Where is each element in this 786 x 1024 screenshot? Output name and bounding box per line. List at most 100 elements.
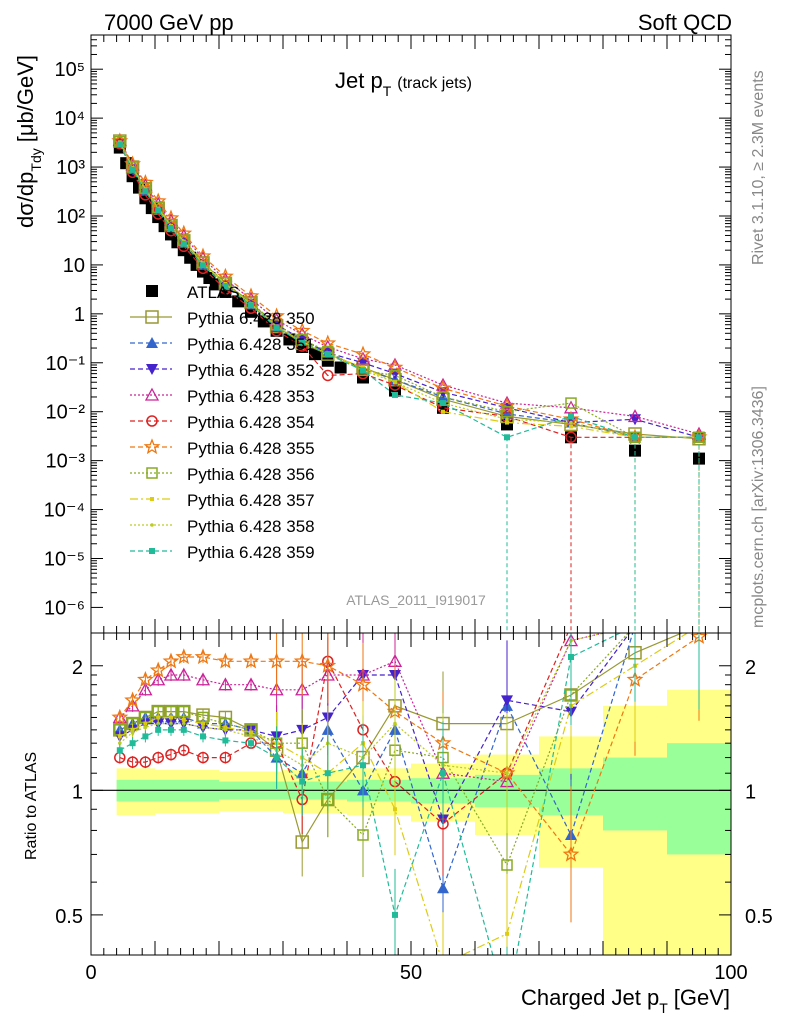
legend-label: Pythia 6.428 351 <box>187 335 315 354</box>
data-point <box>505 420 509 425</box>
ratio-point <box>195 672 211 686</box>
ratio-point <box>201 725 205 730</box>
ratio-point <box>501 859 513 871</box>
data-point <box>435 377 451 391</box>
data-point <box>334 361 347 374</box>
plot-title: Jet pT (track jets) <box>335 68 472 99</box>
legend-label: Pythia 6.428 355 <box>187 439 315 458</box>
ratio-point <box>168 726 174 733</box>
ratio-point <box>152 751 164 764</box>
ratio-point <box>176 667 191 681</box>
legend-entry: ATLAS <box>146 283 240 302</box>
ratio-y-tick-label: 0.5 <box>55 906 83 928</box>
data-point <box>168 224 174 231</box>
legend-marker <box>146 467 158 479</box>
data-point <box>504 434 510 441</box>
data-point <box>232 295 245 308</box>
ratio-point <box>242 652 260 669</box>
ratio-point <box>441 962 445 966</box>
legend-marker <box>149 548 155 554</box>
ratio-panel: 0.5 0.5 1 1 2 2 0 50 100 Ratio to ATLAS Charged … <box>23 632 773 1016</box>
ratio-point <box>504 1004 510 1010</box>
ratio-point <box>117 734 122 739</box>
ratio-point <box>111 708 129 725</box>
ratio-point <box>124 691 141 708</box>
y-tick-label: 10⁻⁶ <box>44 597 85 619</box>
ratio-point <box>138 682 153 696</box>
legend-entry: Pythia 6.428 354 <box>130 413 315 432</box>
x-tick-label: 0 <box>85 962 96 984</box>
ratio-point <box>129 740 136 747</box>
legend-label: ATLAS <box>187 283 240 302</box>
y-tick-label: 10⁻¹ <box>46 353 86 375</box>
legend-label: Pythia 6.428 356 <box>187 465 315 484</box>
ratio-point <box>178 744 190 756</box>
ratio-y-tick-label-right: 2 <box>745 657 756 679</box>
ratio-point <box>126 756 139 768</box>
y-tick-label: 10 <box>63 255 85 277</box>
side-label-top: Rivet 3.1.10, ≥ 2.3M events <box>750 70 767 265</box>
ratio-point <box>505 771 509 776</box>
y-axis-label: dσ/dpTdy[μb/GeV] <box>13 55 44 228</box>
ratio-point <box>299 778 306 785</box>
ratio-point <box>116 747 123 754</box>
ratio-point <box>155 726 162 733</box>
ratio-point <box>163 667 179 681</box>
data-point <box>569 424 573 429</box>
ratio-point <box>182 721 186 726</box>
legend-label: Pythia 6.428 357 <box>187 491 315 510</box>
data-point <box>568 413 574 420</box>
ratio-point <box>222 737 229 744</box>
ratio-point <box>197 751 209 764</box>
uncertainty-band-stat <box>667 743 731 855</box>
ratio-point <box>437 882 449 894</box>
x-axis-label: Charged Jet pT [GeV] <box>521 985 730 1016</box>
ratio-point <box>169 721 173 726</box>
ratio-point <box>118 741 122 745</box>
data-point <box>180 240 187 247</box>
data-point <box>116 141 123 148</box>
ratio-point <box>217 652 234 669</box>
y-tick-label: 10² <box>56 206 85 228</box>
ratio-point <box>273 754 280 761</box>
ratio-point <box>200 733 206 740</box>
ratio-point <box>392 911 398 918</box>
y-tick-label: 10⁻⁵ <box>44 548 85 570</box>
analysis-label: ATLAS_2011_I919017 <box>346 592 486 608</box>
data-point <box>440 400 446 407</box>
data-point <box>194 247 212 264</box>
legend-marker <box>146 285 158 297</box>
ratio-point <box>568 653 574 660</box>
legend-marker <box>150 497 154 501</box>
ratio-y-axis-label: Ratio to ATLAS <box>23 752 40 860</box>
data-point <box>273 324 280 331</box>
ratio-y-tick-label-right: 0.5 <box>745 906 773 928</box>
y-tick-label: 10⁻³ <box>46 451 86 473</box>
legend-marker <box>146 415 158 427</box>
ratio-point <box>194 648 212 665</box>
data-point <box>627 409 643 423</box>
data-point <box>200 262 206 269</box>
legend-entry: Pythia 6.428 355 <box>130 438 315 458</box>
ratio-point <box>156 721 160 726</box>
ratio-point <box>319 657 337 673</box>
main-panel: 10⁻⁶10⁻⁵10⁻⁴10⁻³10⁻²10⁻¹11010²10³10⁴10⁵ … <box>13 34 732 634</box>
data-point <box>357 364 369 377</box>
legend-entry: Pythia 6.428 356 <box>130 465 315 484</box>
ratio-point <box>324 770 331 777</box>
legend-marker <box>150 523 154 527</box>
legend-entry: Pythia 6.428 359 <box>130 543 315 562</box>
y-tick-label: 1 <box>74 304 85 326</box>
data-point <box>565 397 577 409</box>
data-point <box>632 434 638 441</box>
legend-entry: Pythia 6.428 351 <box>130 335 315 354</box>
series-10 <box>116 141 702 633</box>
ratio-point <box>156 715 161 720</box>
ratio-point <box>505 931 509 936</box>
data-point <box>149 192 167 209</box>
data-point <box>222 283 229 290</box>
ratio-point <box>393 807 397 812</box>
ratio-point <box>223 728 228 732</box>
uncertainty-band-stat <box>603 757 667 831</box>
legend-label: Pythia 6.428 353 <box>187 387 315 406</box>
